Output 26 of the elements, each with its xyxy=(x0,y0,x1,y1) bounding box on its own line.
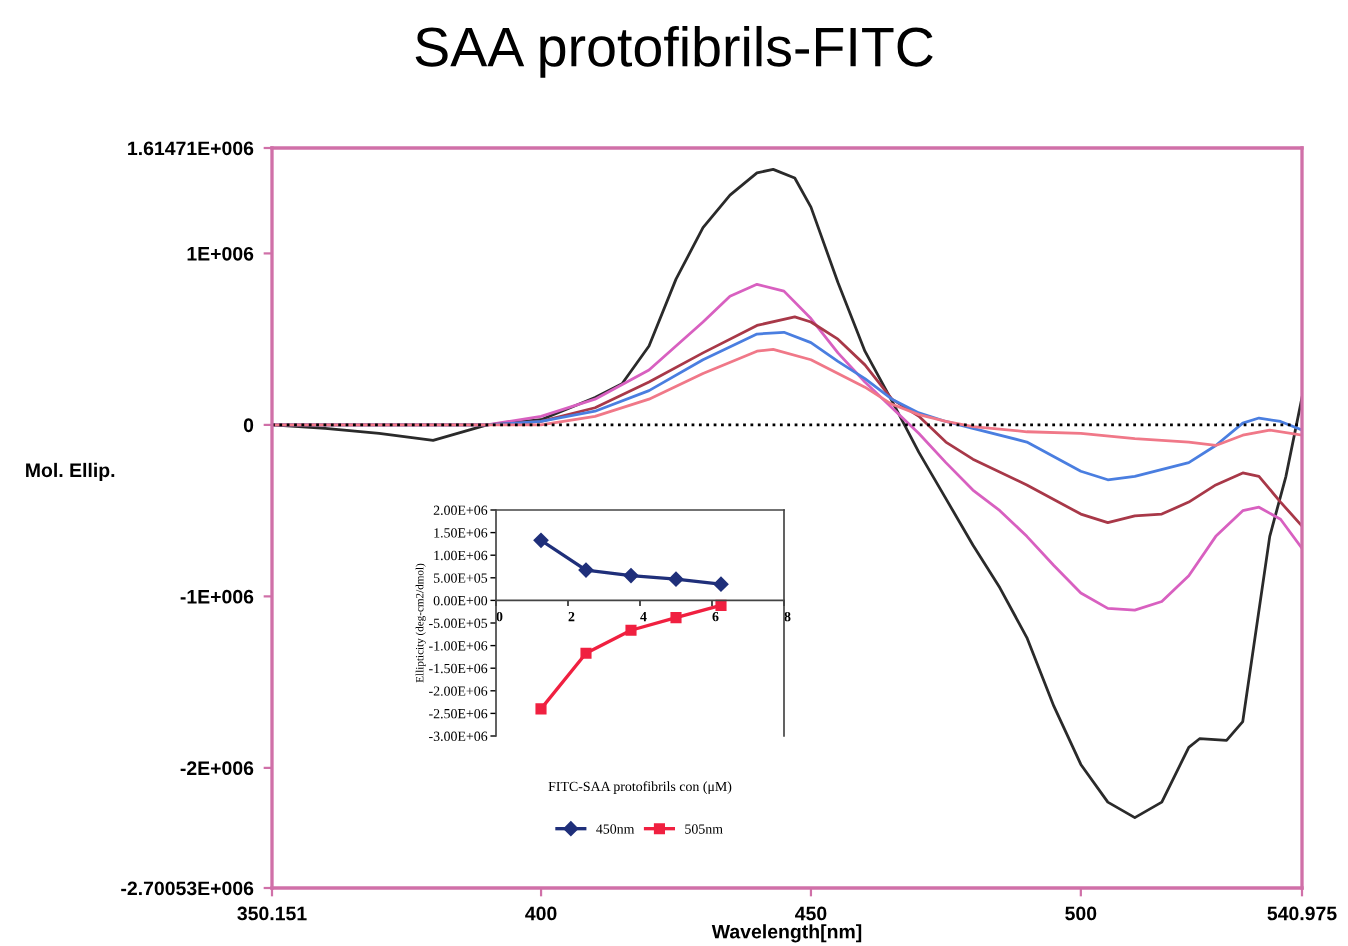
y-tick-label: 1E+006 xyxy=(187,246,254,261)
point xyxy=(580,647,592,659)
x-tick-label: 350.151 xyxy=(237,906,307,921)
y-tick-label: -1E+006 xyxy=(180,589,254,604)
line-series xyxy=(272,168,1302,819)
point xyxy=(533,533,549,548)
y-tick-label: 0 xyxy=(243,418,254,433)
y-axis-title: Mol. Ellip. xyxy=(26,462,115,481)
y-tick-label: -2E+006 xyxy=(180,761,254,776)
point xyxy=(715,599,727,611)
chart-title: SAA protofibrils-FITC xyxy=(415,25,933,78)
y-tick-label: 1.61471E+006 xyxy=(128,141,254,156)
point xyxy=(578,562,594,578)
point xyxy=(623,568,639,583)
point xyxy=(535,703,547,715)
x-tick-label: 540.975 xyxy=(1267,906,1337,921)
x-tick-label: 450 xyxy=(795,906,827,921)
x-tick-label: 500 xyxy=(1065,906,1097,921)
y-tick-label: -2.70053E+006 xyxy=(121,881,254,896)
x-axis-title: Wavelength[nm] xyxy=(711,924,862,943)
point xyxy=(670,612,682,624)
point xyxy=(625,624,637,636)
x-tick-label: 400 xyxy=(525,906,557,921)
point xyxy=(668,571,684,587)
line-series xyxy=(272,348,1302,447)
point xyxy=(713,576,729,592)
